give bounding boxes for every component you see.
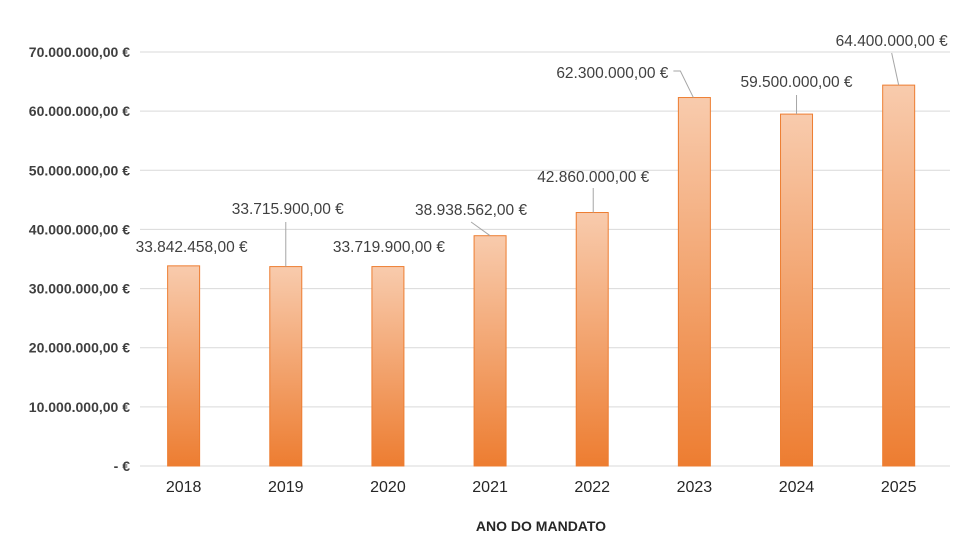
y-tick-label: 40.000.000,00 € (29, 221, 130, 237)
leader-lines (285, 52, 900, 267)
data-label: 33.842.458,00 € (136, 239, 248, 256)
leader-line (673, 70, 694, 98)
data-label: 33.719.900,00 € (333, 239, 445, 256)
bar-2022 (575, 212, 609, 467)
x-tick-label: 2025 (881, 479, 917, 496)
bar-2018 (167, 265, 201, 467)
x-tick-label: 2023 (677, 479, 713, 496)
x-tick-label: 2022 (574, 479, 610, 496)
y-tick-label: 50.000.000,00 € (29, 162, 130, 178)
data-label: 59.500.000,00 € (740, 74, 852, 91)
y-tick-label: 70.000.000,00 € (29, 44, 130, 60)
x-tick-label: 2018 (166, 479, 202, 496)
x-tick-label: 2020 (370, 479, 406, 496)
leader-line (891, 52, 900, 86)
data-label: 64.400.000,00 € (836, 33, 948, 50)
x-tick-label: 2024 (779, 479, 815, 496)
data-label: 33.715.900,00 € (232, 201, 344, 218)
y-tick-label: - € (114, 458, 131, 474)
data-labels: 33.842.458,00 € 33.715.900,00 € 33.719.900… (136, 33, 948, 256)
y-tick-label: 10.000.000,00 € (29, 399, 130, 415)
data-label: 38.938.562,00 € (415, 202, 527, 219)
bars (167, 84, 916, 467)
bar-2019 (269, 266, 303, 467)
leader-line (470, 221, 491, 237)
y-tick-label: 30.000.000,00 € (29, 281, 130, 297)
data-label: 42.860.000,00 € (537, 169, 649, 186)
bar-2024 (780, 113, 814, 467)
x-tick-label: 2019 (268, 479, 304, 496)
x-tick-label: 2021 (472, 479, 508, 496)
data-label: 62.300.000,00 € (556, 65, 668, 82)
y-axis-ticks: - € 10.000.000,00 € 20.000.000,00 € 30.000.… (29, 44, 130, 474)
bar-2025 (882, 84, 916, 467)
x-axis-ticks: 2018 2019 2020 2021 2022 2023 2024 2025 (166, 479, 917, 496)
bar-2021 (473, 235, 507, 467)
bar-2023 (677, 97, 711, 467)
gridlines (140, 51, 950, 467)
y-tick-label: 20.000.000,00 € (29, 340, 130, 356)
x-axis-title: ANO DO MANDATO (476, 518, 606, 534)
bar-2020 (371, 266, 405, 467)
y-tick-label: 60.000.000,00 € (29, 103, 130, 119)
